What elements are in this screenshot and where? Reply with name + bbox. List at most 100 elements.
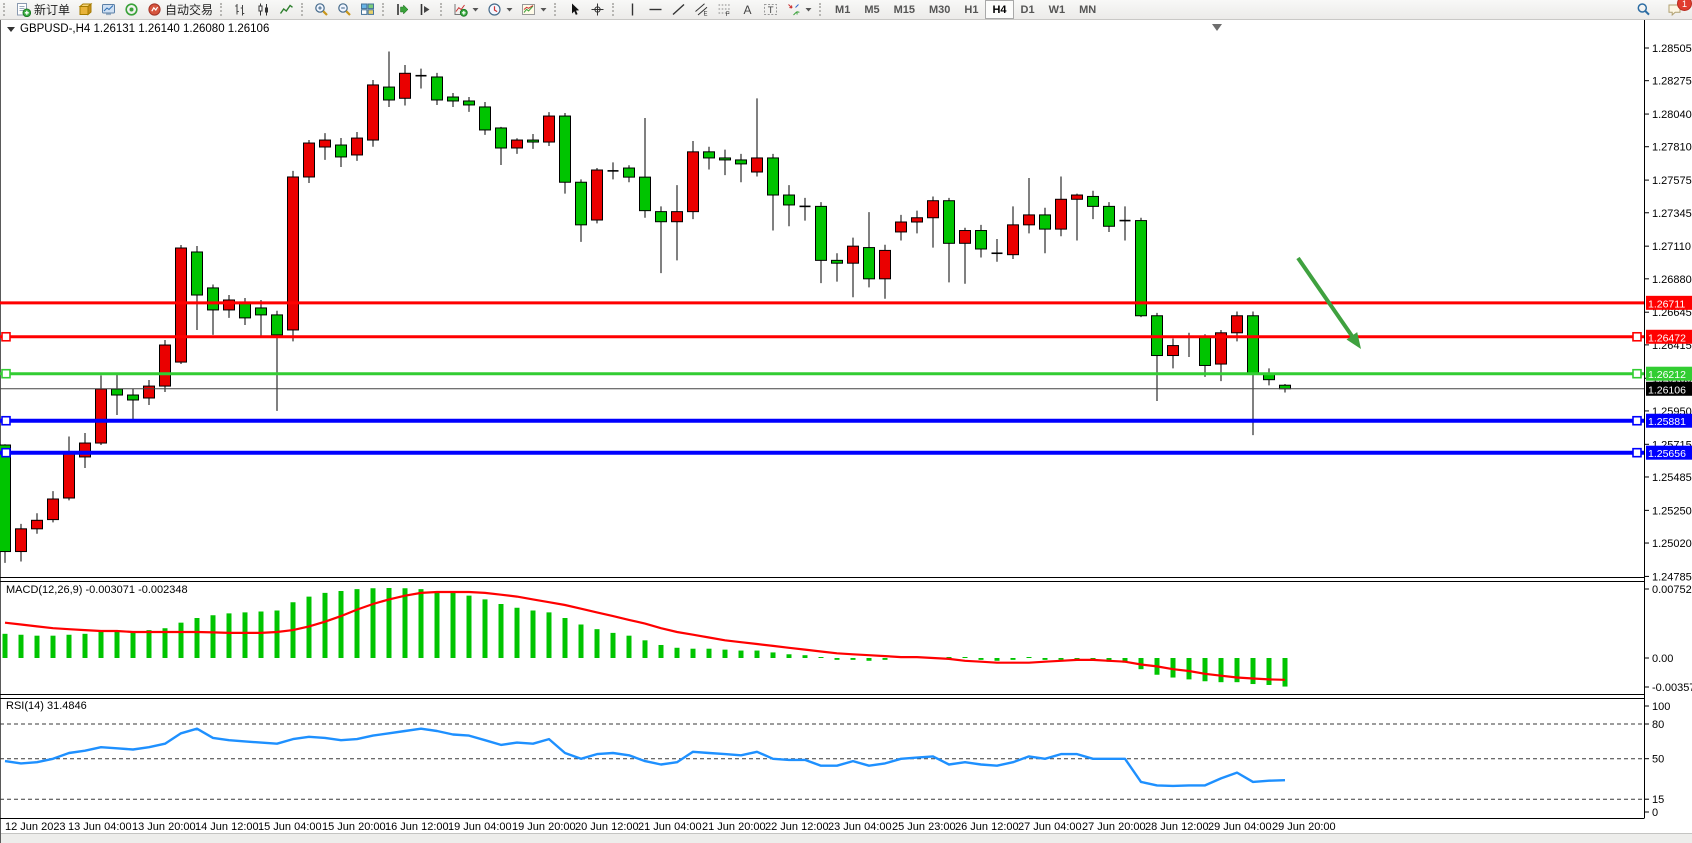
- toolbar-button-label: H1: [964, 3, 979, 16]
- tf-m30-button[interactable]: M30: [922, 0, 957, 19]
- candle-body: [1215, 332, 1227, 365]
- rsi-line: [4, 727, 1286, 788]
- candlestick-chart-button[interactable]: [252, 0, 275, 20]
- hline-handle[interactable]: [1632, 447, 1642, 458]
- hline-handle[interactable]: [1, 447, 11, 458]
- vertical-line-button[interactable]: [621, 0, 644, 20]
- signals-button[interactable]: [120, 0, 143, 20]
- tf-m1-button[interactable]: M1: [828, 0, 857, 19]
- one-click-trading-icon[interactable]: [7, 26, 15, 32]
- gold-cube-icon: [78, 2, 93, 17]
- rsi-axis-label: 15: [1652, 794, 1664, 806]
- indicators-icon: [453, 2, 468, 17]
- zoom-in-icon: [314, 2, 329, 17]
- price-badge-label: 1.26106: [1648, 384, 1686, 396]
- price-tick-label: 1.27575: [1652, 175, 1692, 187]
- equidistant-channel-button[interactable]: E: [690, 0, 713, 20]
- candle-body: [863, 247, 875, 280]
- toolbar-grip: [612, 3, 619, 16]
- price-badge: [1646, 295, 1692, 310]
- bar-chart-button[interactable]: [229, 0, 252, 20]
- candle-body: [111, 388, 123, 396]
- candle-body: [543, 115, 555, 143]
- indicators-button[interactable]: [449, 0, 483, 20]
- chart-shift-marker[interactable]: [1212, 24, 1222, 31]
- depth-of-market-button[interactable]: [74, 0, 97, 20]
- time-tick-label: 19 Jun 20:00: [512, 821, 576, 833]
- candle-body: [751, 157, 763, 173]
- hline-icon: [648, 2, 663, 17]
- notifications-button[interactable]: 1: [1663, 0, 1692, 20]
- candle-body: [79, 442, 91, 458]
- text-button[interactable]: A: [736, 0, 759, 20]
- candle-body: [127, 394, 139, 401]
- zoom-out-button[interactable]: [333, 0, 356, 20]
- terminal-button[interactable]: [97, 0, 120, 20]
- arrow-object-head[interactable]: [1346, 332, 1362, 349]
- arrow-object-line[interactable]: [1296, 256, 1354, 337]
- chart-shift-button[interactable]: [414, 0, 437, 20]
- autotrade-icon: [147, 2, 162, 17]
- autotrade-button[interactable]: 自动交易: [143, 0, 217, 20]
- arrows-button[interactable]: [782, 0, 816, 20]
- hline-handle[interactable]: [1632, 415, 1642, 426]
- price-tick-label: 1.28040: [1652, 109, 1692, 121]
- price-badge-label: 1.25881: [1648, 416, 1686, 428]
- hline-handle[interactable]: [1, 368, 11, 379]
- toolbar-grip: [440, 3, 447, 16]
- time-tick-label: 29 Jun 20:00: [1272, 821, 1336, 833]
- candle-body: [351, 137, 363, 156]
- arrows-tool-icon: [786, 2, 801, 17]
- macd-histogram: [2, 588, 1288, 687]
- tf-h4-button[interactable]: H4: [985, 0, 1014, 19]
- periods-icon: [487, 2, 502, 17]
- candle-body: [959, 230, 971, 244]
- svg-text:A: A: [744, 3, 752, 17]
- toolbar-group-zoom: [298, 0, 379, 19]
- hline-handle[interactable]: [1632, 368, 1642, 379]
- text-label-button[interactable]: T: [759, 0, 782, 20]
- auto-scroll-button[interactable]: [391, 0, 414, 20]
- candle-body: [1071, 194, 1083, 200]
- tf-m15-button[interactable]: M15: [887, 0, 922, 19]
- candle-body: [271, 314, 283, 336]
- tile-windows-button[interactable]: [356, 0, 379, 20]
- cursor-button[interactable]: [563, 0, 586, 20]
- vline-icon: [625, 2, 640, 17]
- tile-windows-icon: [360, 2, 375, 17]
- zoom-in-button[interactable]: [310, 0, 333, 20]
- tf-h1-button[interactable]: H1: [957, 0, 985, 19]
- candle-body: [479, 106, 491, 131]
- fibonacci-button[interactable]: F: [713, 0, 736, 20]
- hline-handle[interactable]: [1632, 331, 1642, 342]
- toolbar-grip: [301, 3, 308, 16]
- candle-body: [767, 157, 779, 196]
- horizontal-line-button[interactable]: [644, 0, 667, 20]
- line-chart-button[interactable]: [275, 0, 298, 20]
- tf-w1-button[interactable]: W1: [1042, 0, 1073, 19]
- templates-button[interactable]: [517, 0, 551, 20]
- toolbar-grip: [220, 3, 227, 16]
- candle-body: [1135, 220, 1147, 317]
- time-tick-label: 15 Jun 04:00: [258, 821, 322, 833]
- crosshair-button[interactable]: [586, 0, 609, 20]
- candle-body: [655, 211, 667, 223]
- terminal-icon: [101, 2, 116, 17]
- macd-axis-label: 0.00: [1652, 653, 1673, 665]
- trendline-button[interactable]: [667, 0, 690, 20]
- price-tick-label: 1.27110: [1652, 241, 1691, 253]
- hline-handle[interactable]: [1, 415, 11, 426]
- periods-button[interactable]: [483, 0, 517, 20]
- tf-d1-button[interactable]: D1: [1014, 0, 1042, 19]
- svg-text:E: E: [704, 12, 708, 18]
- rsi-level-lines: [0, 723, 1644, 800]
- rsi-indicator-label: RSI(14) 31.4846: [6, 700, 87, 712]
- candle-body: [591, 169, 603, 221]
- tf-m5-button[interactable]: M5: [857, 0, 886, 19]
- tf-mn-button[interactable]: MN: [1072, 0, 1103, 19]
- macd-signal-line: [4, 590, 1286, 681]
- hline-handle[interactable]: [1, 331, 11, 342]
- new-order-button[interactable]: 新订单: [12, 0, 74, 20]
- search-button[interactable]: [1632, 0, 1655, 20]
- time-tick-label: 19 Jun 04:00: [448, 821, 512, 833]
